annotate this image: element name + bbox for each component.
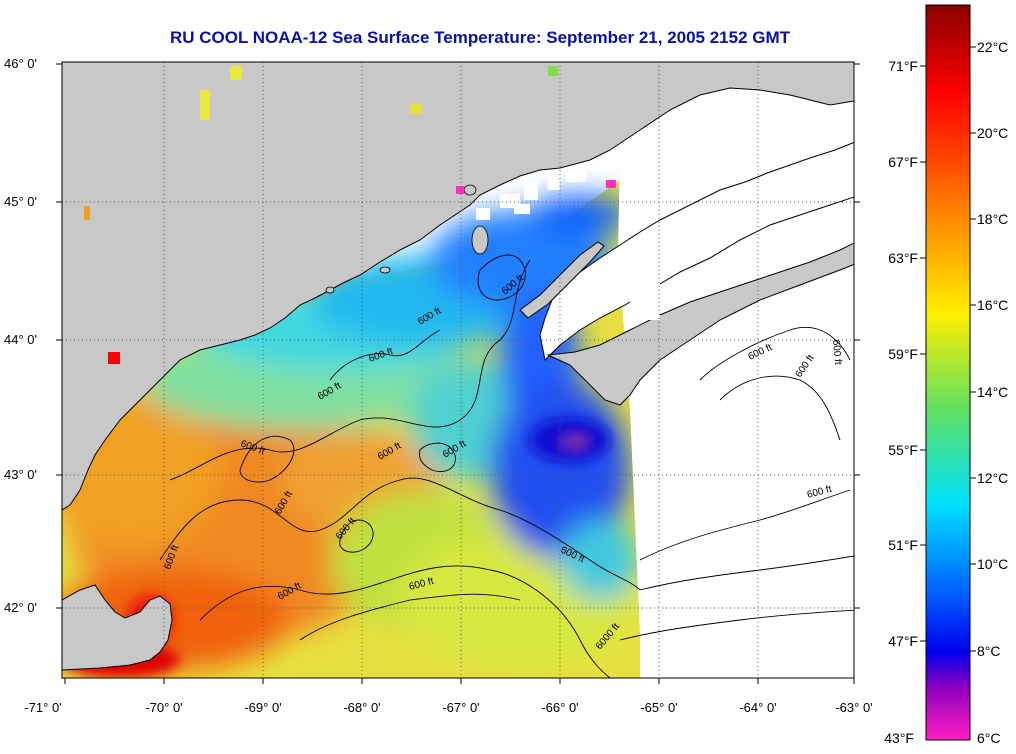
lon-tick-2: -70° 0' [145,700,182,715]
lon-tick-4: -68° 0' [343,700,380,715]
axis-ticks [56,63,860,684]
cb-fahrenheit-5: 55°F [888,442,918,458]
colorbar-ticks [920,46,976,652]
cb-fahrenheit-7: 47°F [888,633,918,649]
cb-fahrenheit-3: 63°F [888,250,918,266]
lon-tick-3: -69° 0' [244,700,281,715]
colorbar [925,4,971,741]
graticule [62,62,854,678]
cb-fahrenheit-8: 43°F [884,730,914,746]
contour-label-18: 600 ft [830,339,843,365]
lon-tick-9: -63° 0' [835,700,872,715]
cb-fahrenheit-4: 59°F [888,346,918,362]
cb-fahrenheit-6: 51°F [888,537,918,553]
cb-celsius-5: 14°C [977,384,1008,400]
lat-tick-2: 45° 0' [4,194,37,209]
lon-tick-8: -64° 0' [739,700,776,715]
cb-celsius-6: 12°C [977,470,1008,486]
cb-fahrenheit-1: 71°F [888,58,918,74]
lat-tick-5: 42° 0' [4,600,37,615]
lat-tick-3: 44° 0' [4,332,37,347]
land-masses [62,62,854,671]
lon-tick-5: -67° 0' [442,700,479,715]
lon-tick-1: -71° 0' [24,700,61,715]
cb-celsius-7: 10°C [977,556,1008,572]
cb-celsius-3: 18°C [977,211,1008,227]
cb-celsius-1: 22°C [977,39,1008,55]
lat-tick-4: 43° 0' [4,467,37,482]
cb-celsius-2: 20°C [977,125,1008,141]
cb-fahrenheit-2: 67°F [888,154,918,170]
lat-tick-1: 46° 0' [4,56,37,71]
bathymetry-contours [159,254,854,678]
cb-celsius-8: 8°C [977,643,1001,659]
map-title: RU COOL NOAA-12 Sea Surface Temperature:… [169,28,791,47]
map-frame [61,61,855,679]
lon-tick-7: -65° 0' [640,700,677,715]
cb-celsius-9: 6°C [977,730,1001,746]
sst-field: 600 ft 600 ft 600 ft 600 ft 600 ft 600 f… [62,62,854,678]
lon-tick-6: -66° 0' [541,700,578,715]
cb-celsius-4: 16°C [977,297,1008,313]
